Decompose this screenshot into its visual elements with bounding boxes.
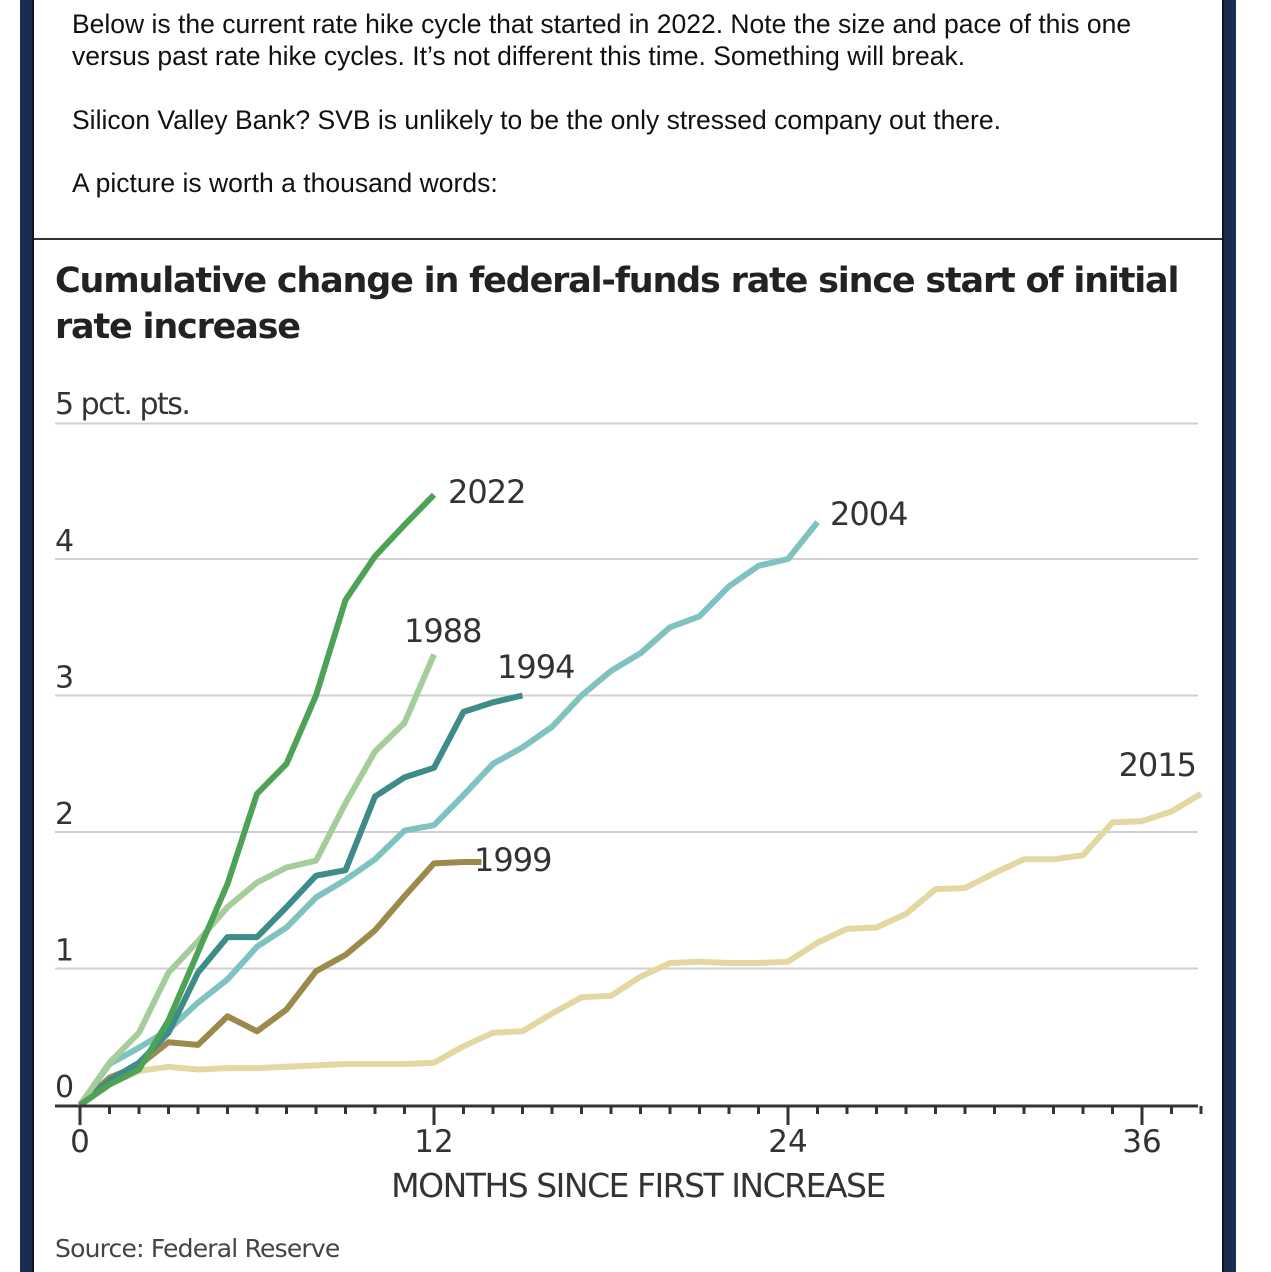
- y-tick-label-1: 1: [55, 934, 74, 969]
- y-unit-label: 5 pct. pts.: [55, 387, 189, 422]
- post-paragraph-1: Below is the current rate hike cycle tha…: [72, 9, 1132, 71]
- y-tick-label-4: 4: [55, 524, 74, 559]
- series-label-2004: 2004: [830, 495, 907, 533]
- series-line-2015: [78, 791, 1203, 1108]
- chart-title: Cumulative change in federal-funds rate …: [55, 261, 1179, 347]
- series-label-2022: 2022: [448, 473, 525, 511]
- y-tick-label-2: 2: [55, 797, 74, 832]
- series-line-1988: [77, 653, 437, 1107]
- series-label-1994: 1994: [497, 648, 574, 686]
- y-tick-label-0: 0: [55, 1070, 74, 1105]
- window-frame-left: [20, 0, 32, 1272]
- post-paragraph-3: A picture is worth a thousand words:: [72, 168, 498, 198]
- x-tick-label-0: 0: [70, 1124, 90, 1160]
- series-label-2015: 2015: [1119, 746, 1196, 784]
- series-line-2022: [78, 492, 437, 1108]
- series-line-2004: [77, 520, 820, 1107]
- window-frame-left-edge: [32, 0, 34, 1272]
- x-tick-label-12: 12: [414, 1124, 453, 1160]
- x-tick-label-36: 36: [1122, 1124, 1161, 1160]
- section-divider: [34, 238, 1222, 240]
- series-label-1988: 1988: [404, 612, 481, 650]
- window-frame-right-edge: [1222, 0, 1224, 1272]
- window-frame-right: [1224, 0, 1236, 1272]
- post-paragraph-2: Silicon Valley Bank? SVB is unlikely to …: [72, 105, 1001, 135]
- y-tick-label-3: 3: [55, 661, 74, 696]
- x-axis-title: MONTHS SINCE FIRST INCREASE: [391, 1166, 885, 1205]
- post-text: Below is the current rate hike cycle tha…: [72, 8, 1212, 199]
- x-tick-label-24: 24: [768, 1124, 807, 1160]
- chart-source: Source: Federal Reserve: [55, 1234, 340, 1263]
- series-label-1999: 1999: [474, 841, 551, 879]
